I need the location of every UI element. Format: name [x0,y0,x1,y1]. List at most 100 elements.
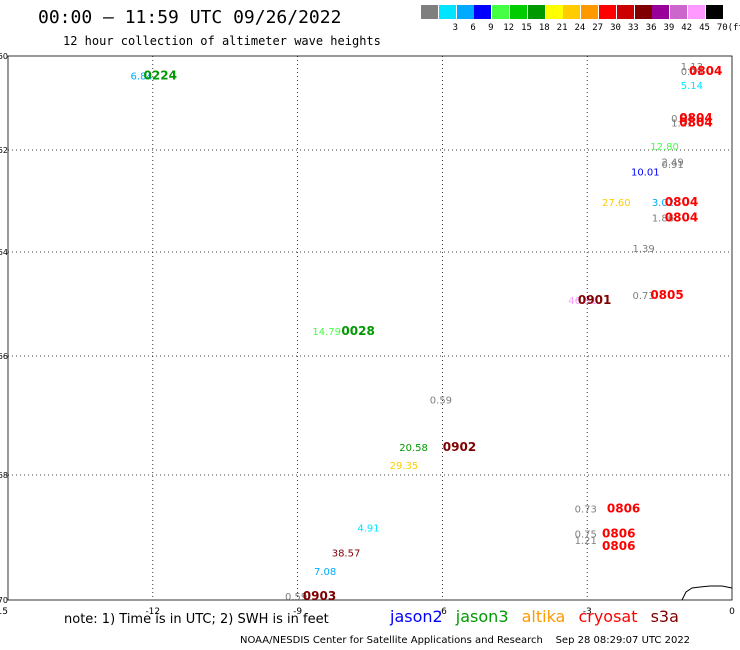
scale-label: 15 [521,23,532,33]
scale-swatch [438,5,456,19]
y-tick-label: -62 [0,146,8,155]
swh-value-label: 0.94 [671,114,693,125]
scale-swatch [581,5,599,19]
scale-swatch [670,5,688,19]
swh-value-label: 0.59 [285,592,307,603]
swh-value-label: 14.79 [312,327,341,338]
scale-label: 9 [488,23,494,33]
swh-value-label: 38.57 [332,548,361,559]
scale-swatch [456,5,474,19]
swh-value-label: 1.13 [681,62,703,73]
swh-value-label: 5.14 [681,81,703,92]
swh-value-label: 7.08 [314,567,336,578]
time-label: 0804 [665,210,698,224]
swh-value-label: 1.21 [575,536,597,547]
time-label: 0804 [689,64,722,78]
legend-item: altika [521,607,566,626]
scale-swatch [492,5,510,19]
scale-label: 3 [452,23,458,33]
swh-value-label: 1.21 [671,119,693,130]
swh-value-label: 0.75 [575,530,597,541]
time-label: 0805 [650,288,683,302]
swh-value-label: 3.02 [652,198,674,209]
time-label: 0806 [602,527,635,541]
scale-swatch [652,5,670,19]
time-label: 0902 [443,440,476,454]
x-tick-label: -9 [293,607,302,617]
x-tick-label: -12 [145,607,160,617]
scale-label: 39 [663,23,675,33]
page-subtitle: 12 hour collection of altimeter wave hei… [63,34,381,48]
time-label: 0901 [578,293,611,307]
x-tick-label: 0 [729,607,735,617]
scale-label: 30 [610,23,621,33]
note-text: note: 1) Time is in UTC; 2) SWH is in fe… [64,612,329,627]
swh-value-label: 0.73 [633,291,655,302]
swh-value-label: 1.39 [633,244,655,255]
scale-label: 33 [627,23,639,33]
scale-label: 45 [699,23,710,33]
scale-swatch [705,5,723,19]
swh-value-label: 0.59 [430,396,452,407]
scale-label: 27 [592,23,604,33]
scale-swatch [688,5,705,19]
swh-value-label: 0.91 [661,160,683,171]
time-label: 0028 [341,324,374,338]
scale-swatch [474,5,492,19]
scale-label: 24 [574,23,586,33]
page-title: 00:00 — 11:59 UTC 09/26/2022 [38,7,342,28]
swh-value-label: 27.60 [602,198,631,209]
scale-label: 18 [538,23,550,33]
swh-value-label: 1.86 [652,213,674,224]
y-tick-label: -66 [0,352,8,361]
swh-value-label: 4.91 [357,523,379,534]
time-label: 0804 [665,195,698,209]
time-label: 0806 [607,502,640,516]
x-tick-label: -15 [0,607,8,617]
swh-value-label: 20.58 [399,443,428,454]
map-frame [7,55,733,601]
scale-swatch [421,5,438,19]
scale-swatch [563,5,581,19]
scale-label: 6 [470,23,476,33]
x-tick-label: -3 [583,607,592,617]
y-tick-label: -60 [0,52,8,61]
scale-label: 70 [716,23,728,33]
satellite-legend: jason2 jason3 altika cryosat s3a [390,607,687,626]
legend-item: s3a [650,607,679,626]
y-tick-label: -68 [0,471,8,480]
swh-value-label: 6.84 [131,72,153,83]
swh-value-label: 0.79 [681,67,703,78]
legend-item: jason3 [455,607,509,626]
x-tick-label: -6 [438,607,447,617]
scale-swatch [634,5,652,19]
legend-item: cryosat [578,607,638,626]
time-label: 0224 [144,69,177,83]
scale-swatch [599,5,616,19]
scale-swatch [510,5,527,19]
time-label: 0804 [679,116,712,130]
time-label: 0806 [602,539,635,553]
time-label: 0903 [303,589,336,603]
swh-value-label: 2.49 [661,157,683,168]
swh-value-label: 46.51 [568,296,597,307]
time-label: 0804 [679,111,712,125]
footer-credit: NOAA/NESDIS Center for Satellite Applica… [240,635,691,646]
scale-label: 12 [503,23,515,33]
swh-value-label: 10.01 [631,168,660,179]
scale-label: 21 [556,23,568,33]
scale-swatch [527,5,545,19]
legend-item: jason2 [390,607,443,626]
scale-swatch [545,5,563,19]
swh-value-label: 29.35 [390,461,419,472]
scale-swatch [616,5,634,19]
scale-label: 36 [645,23,657,33]
y-tick-label: -70 [0,596,8,605]
swh-value-label: 0.73 [575,505,597,516]
y-tick-label: -64 [0,248,8,257]
scale-unit: (ft) [727,23,740,33]
swh-value-label: 12.80 [650,142,679,153]
coastline [681,585,733,601]
scale-label: 42 [681,23,693,33]
